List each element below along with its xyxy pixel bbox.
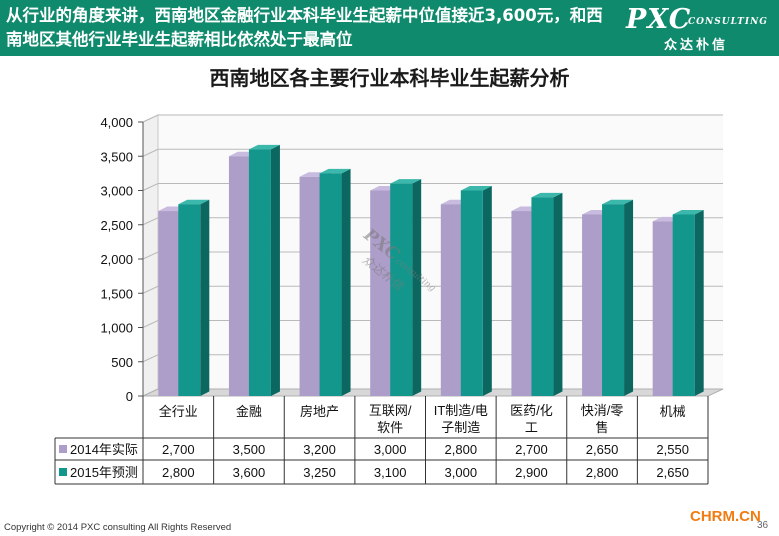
bar-top: [531, 192, 563, 198]
pxc-logo: PXC CONSULTING 众达朴信: [622, 4, 777, 53]
legend-key-2014: [59, 445, 67, 453]
y-tick-label: 3,000: [100, 184, 133, 199]
bar-top: [672, 209, 704, 215]
bar-2015: [460, 190, 483, 396]
legend-label: 2014年实际: [70, 442, 138, 457]
bar-side: [270, 144, 280, 396]
category-label: 机械: [660, 404, 686, 419]
data-label: 2,650: [586, 442, 619, 457]
header-text: 从行业的角度来讲，西南地区金融行业本科毕业生起薪中位值接近3,600元，和西南地…: [6, 6, 603, 49]
legend-key-2015: [59, 468, 67, 476]
y-tick-label: 2,500: [100, 218, 133, 233]
logo-suffix: CONSULTING: [688, 17, 768, 27]
data-label: 3,200: [303, 442, 336, 457]
data-label: 3,500: [233, 442, 266, 457]
category-label: 互联网/: [369, 403, 412, 418]
data-label: 2,700: [515, 442, 548, 457]
bar-2015: [602, 204, 625, 396]
site-watermark: CHRM.CN: [690, 508, 761, 525]
bar-top: [248, 144, 280, 150]
bar-2014: [652, 221, 675, 396]
data-label: 2,800: [445, 442, 478, 457]
y-tick-label: 0: [126, 389, 133, 404]
page-number: 36: [757, 520, 769, 531]
category-label: 房地产: [300, 404, 339, 419]
bar-2014: [228, 156, 251, 396]
y-tick-label: 3,500: [100, 149, 133, 164]
y-tick-label: 500: [111, 355, 133, 370]
bar-top: [390, 179, 422, 184]
bar-2014: [299, 176, 322, 396]
category-label: 快消/零: [581, 403, 624, 418]
bar-side: [624, 199, 634, 396]
y-tick-label: 1,000: [100, 321, 133, 336]
category-label: IT制造/电: [434, 403, 488, 418]
category-label: 医药/化: [510, 403, 553, 418]
bar-2015: [672, 214, 695, 396]
data-label: 2,650: [656, 465, 689, 480]
bar-2014: [440, 204, 463, 396]
data-label: 2,800: [162, 465, 195, 480]
category-label: 工: [525, 420, 538, 435]
bar-side: [482, 186, 492, 396]
data-label: 3,250: [303, 465, 336, 480]
category-label: 子制造: [441, 420, 480, 435]
category-label: 金融: [236, 404, 262, 419]
bar-2015: [531, 197, 554, 396]
data-label: 3,000: [374, 442, 407, 457]
logo-chinese: 众达朴信: [664, 38, 729, 53]
data-label: 3,000: [445, 465, 478, 480]
data-label: 2,800: [586, 465, 619, 480]
bar-2015: [178, 204, 201, 396]
bar-top: [178, 199, 210, 205]
chart-title: 西南地区各主要行业本科毕业生起薪分析: [209, 66, 570, 90]
data-label: 3,100: [374, 465, 407, 480]
y-tick-label: 4,000: [100, 115, 133, 130]
header-banner: 从行业的角度来讲，西南地区金融行业本科毕业生起薪中位值接近3,600元，和西南地…: [0, 0, 779, 56]
bar-top: [602, 199, 634, 205]
bar-side: [553, 192, 563, 396]
bar-side: [200, 199, 210, 396]
bar-top: [460, 186, 492, 191]
bar-2015: [390, 183, 413, 396]
data-label: 2,550: [656, 442, 689, 457]
data-label: 3,600: [233, 465, 266, 480]
bar-2014: [511, 211, 534, 396]
bar-side: [694, 209, 704, 396]
gridline: [142, 148, 723, 157]
bar-2014: [370, 190, 393, 396]
bar-2015: [248, 149, 271, 396]
bar-2014: [582, 214, 605, 396]
bar-2015: [319, 173, 342, 396]
gridline: [142, 114, 723, 123]
legend-label: 2015年预测: [70, 465, 138, 480]
category-label: 全行业: [159, 404, 198, 419]
gridline: [142, 183, 723, 191]
data-label: 2,700: [162, 442, 195, 457]
bar-side: [341, 168, 351, 396]
bar-side: [412, 179, 422, 396]
y-tick-label: 1,500: [100, 286, 133, 301]
category-label: 软件: [377, 420, 403, 435]
y-tick-label: 2,000: [100, 252, 133, 267]
copyright-footer: Copyright © 2014 PXC consulting All Righ…: [4, 522, 232, 533]
data-label: 2,900: [515, 465, 548, 480]
logo-brand: PXC: [626, 4, 692, 35]
bar-2014: [158, 211, 181, 396]
category-label: 售: [596, 420, 609, 435]
bar-top: [319, 168, 351, 174]
